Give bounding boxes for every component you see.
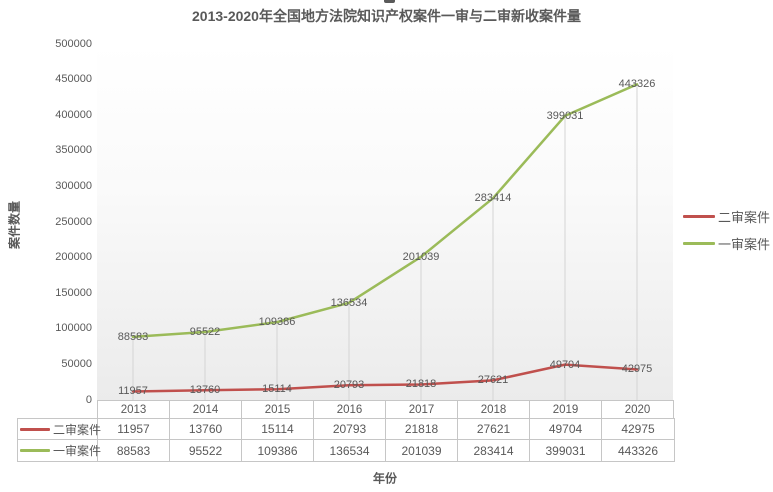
table-cell: 11957 <box>98 419 170 439</box>
table-cell: 399031 <box>530 440 602 461</box>
x-axis-labels: 2013 2014 2015 2016 2017 2018 2019 2020 <box>97 400 674 419</box>
table-cell: 95522 <box>170 440 242 461</box>
legend-label: 一审案件 <box>718 237 771 252</box>
data-label: 42975 <box>621 363 653 376</box>
table-row-一审案件: 一审案件 88583 95522 109386 136534 201039 283414 39… <box>18 440 674 461</box>
y-tick-label: 400000 <box>55 108 92 121</box>
data-label: 136534 <box>330 296 368 309</box>
y-tick-label: 150000 <box>55 286 92 299</box>
table-cell: 136534 <box>314 440 386 461</box>
chart-title: 2013-2020年全国地方法院知识产权案件一审与二审新收案件量 <box>192 8 581 24</box>
table-row-header: 二审案件 <box>18 419 102 439</box>
legend-item-一审案件: 一审案件 <box>683 230 770 257</box>
line-series-canvas <box>131 83 639 400</box>
series-line-二审案件 <box>131 363 639 393</box>
series-line-一审案件 <box>131 83 639 339</box>
data-table: 二审案件 11957 13760 15114 20793 21818 27621 49704 4… <box>17 418 675 462</box>
legend-label: 二审案件 <box>718 210 771 225</box>
plot-area <box>97 44 673 400</box>
table-legend-key-swatch <box>20 427 50 431</box>
data-label: 399031 <box>546 109 584 122</box>
data-label: 15114 <box>262 383 292 396</box>
table-row-header: 一审案件 <box>18 440 102 461</box>
data-label: 95522 <box>189 325 221 338</box>
legend-item-二审案件: 二审案件 <box>683 203 770 230</box>
x-axis-label: 2017 <box>386 401 458 419</box>
data-label: 21818 <box>405 378 437 391</box>
y-tick-label: 50000 <box>61 357 92 370</box>
data-label: 13760 <box>189 384 221 397</box>
y-tick-label: 0 <box>85 393 92 406</box>
table-row-label: 一审案件 <box>53 444 102 458</box>
x-axis-label: 2014 <box>170 401 242 419</box>
y-tick-label: 350000 <box>55 144 92 157</box>
x-axis-label: 2020 <box>624 404 651 416</box>
legend-line-swatch <box>683 242 715 245</box>
table-row-label: 二审案件 <box>53 422 102 437</box>
x-axis-label: 2013 <box>98 401 170 419</box>
table-legend-key-swatch <box>20 449 50 452</box>
table-cell: 13760 <box>170 419 242 439</box>
data-label: 283414 <box>474 192 512 205</box>
x-axis-label: 2016 <box>314 401 386 419</box>
table-cell: 443326 <box>617 443 659 458</box>
table-cell: 283414 <box>458 440 530 461</box>
table-cell: 109386 <box>242 440 314 461</box>
data-label: 11957 <box>118 385 148 398</box>
data-label: 109386 <box>258 316 296 329</box>
table-row-二审案件: 二审案件 11957 13760 15114 20793 21818 27621 49704 4… <box>18 419 674 440</box>
legend-line-swatch <box>683 215 715 218</box>
data-label: 20793 <box>333 379 365 392</box>
x-axis-label: 2015 <box>242 401 314 419</box>
table-cell: 42975 <box>621 422 655 436</box>
table-cell: 20793 <box>314 419 386 439</box>
y-tick-label: 500000 <box>55 37 92 50</box>
data-label: 201039 <box>402 250 440 263</box>
window-artifact-mark <box>384 0 395 3</box>
table-cell: 21818 <box>386 419 458 439</box>
table-cell: 201039 <box>386 440 458 461</box>
x-axis-title: 年份 <box>372 471 398 486</box>
table-cell: 27621 <box>458 419 530 439</box>
data-label: 88583 <box>117 330 149 343</box>
y-tick-label: 300000 <box>55 179 92 192</box>
table-cell: 15114 <box>242 419 314 439</box>
y-tick-label: 200000 <box>55 251 92 264</box>
data-label: 443326 <box>618 78 656 91</box>
x-axis-label: 2018 <box>458 401 530 419</box>
data-label: 49704 <box>549 358 581 371</box>
table-cell: 49704 <box>530 419 602 439</box>
data-label: 27621 <box>477 374 509 387</box>
x-axis-label: 2019 <box>530 401 602 419</box>
table-cell: 88583 <box>98 440 170 461</box>
y-tick-label: 450000 <box>55 73 92 86</box>
legend: 二审案件 一审案件 <box>683 203 770 257</box>
y-tick-label: 100000 <box>55 322 92 335</box>
y-tick-label: 250000 <box>55 215 92 228</box>
